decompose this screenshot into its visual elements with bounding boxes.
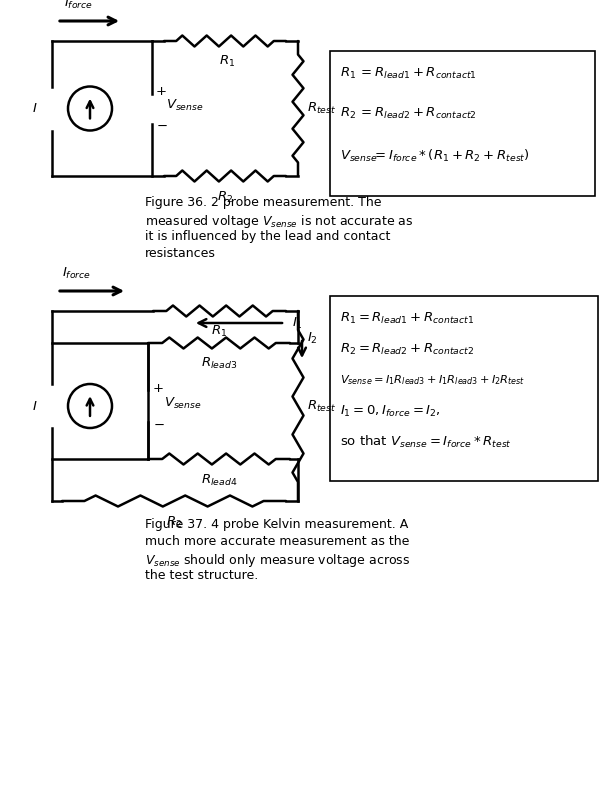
- Text: $R_{test}$: $R_{test}$: [307, 101, 336, 116]
- Text: measured voltage $V_{sense}$ is not accurate as: measured voltage $V_{sense}$ is not accu…: [145, 213, 413, 230]
- Text: $I_2$: $I_2$: [307, 330, 318, 345]
- Text: so that $V_{sense}=I_{force}*R_{test}$: so that $V_{sense}=I_{force}*R_{test}$: [340, 434, 512, 450]
- Text: $R_1=R_{lead1}+R_{contact1}$: $R_1=R_{lead1}+R_{contact1}$: [340, 311, 474, 325]
- Text: $V_{sense}$: $V_{sense}$: [164, 396, 202, 410]
- Text: much more accurate measurement as the: much more accurate measurement as the: [145, 535, 410, 548]
- Text: $R_{lead3}$: $R_{lead3}$: [201, 356, 237, 371]
- Text: $R_1$: $R_1$: [211, 324, 228, 339]
- Text: $-$: $-$: [156, 119, 168, 132]
- Text: +: +: [153, 381, 164, 394]
- Text: $-$: $-$: [153, 418, 165, 431]
- Text: $R_2$: $R_2$: [217, 190, 233, 205]
- Text: the test structure.: the test structure.: [145, 569, 258, 582]
- Text: $I_1$: $I_1$: [292, 315, 303, 331]
- Text: $R_{lead4}$: $R_{lead4}$: [201, 473, 237, 488]
- Text: $R_1$: $R_1$: [340, 66, 356, 80]
- Text: $V_{sense}$: $V_{sense}$: [340, 148, 378, 164]
- Text: $R_{test}$: $R_{test}$: [307, 398, 336, 414]
- Bar: [330, 296, 598, 481]
- Text: $I_1 = 0, I_{force}=I_2,$: $I_1 = 0, I_{force}=I_2,$: [340, 403, 441, 418]
- Text: Figure 36. 2 probe measurement. The: Figure 36. 2 probe measurement. The: [145, 196, 382, 209]
- Text: $R_2$: $R_2$: [340, 105, 356, 121]
- Text: $I$: $I$: [32, 400, 38, 413]
- Text: $R_2=R_{lead2}+R_{contact2}$: $R_2=R_{lead2}+R_{contact2}$: [340, 341, 474, 357]
- Text: $=R_{lead2}+R_{contact2}$: $=R_{lead2}+R_{contact2}$: [358, 105, 477, 121]
- Text: $V_{sense}=I_1 R_{lead3}+ I_1R_{lead3}+I_2R_{test}$: $V_{sense}=I_1 R_{lead3}+ I_1R_{lead3}+I…: [340, 373, 525, 387]
- Text: $I_{force}$: $I_{force}$: [64, 0, 93, 11]
- Text: it is influenced by the lead and contact: it is influenced by the lead and contact: [145, 230, 390, 243]
- Text: Figure 37. 4 probe Kelvin measurement. A: Figure 37. 4 probe Kelvin measurement. A: [145, 518, 408, 531]
- Text: $I$: $I$: [32, 102, 38, 115]
- Text: $=R_{lead1}+R_{contact1}$: $=R_{lead1}+R_{contact1}$: [358, 66, 477, 80]
- Text: $V_{sense}$: $V_{sense}$: [166, 98, 204, 113]
- Text: +: +: [156, 85, 167, 98]
- Text: $V_{sense}$ should only measure voltage across: $V_{sense}$ should only measure voltage …: [145, 552, 410, 569]
- Bar: [330, 51, 595, 196]
- Text: resistances: resistances: [145, 247, 216, 260]
- Text: $R_2$: $R_2$: [166, 515, 182, 530]
- Text: $=I_{force}*(R_1+R_2+R_{test})$: $=I_{force}*(R_1+R_2+R_{test})$: [372, 148, 530, 164]
- Text: $R_1$: $R_1$: [219, 54, 235, 69]
- Text: $I_{force}$: $I_{force}$: [62, 266, 91, 281]
